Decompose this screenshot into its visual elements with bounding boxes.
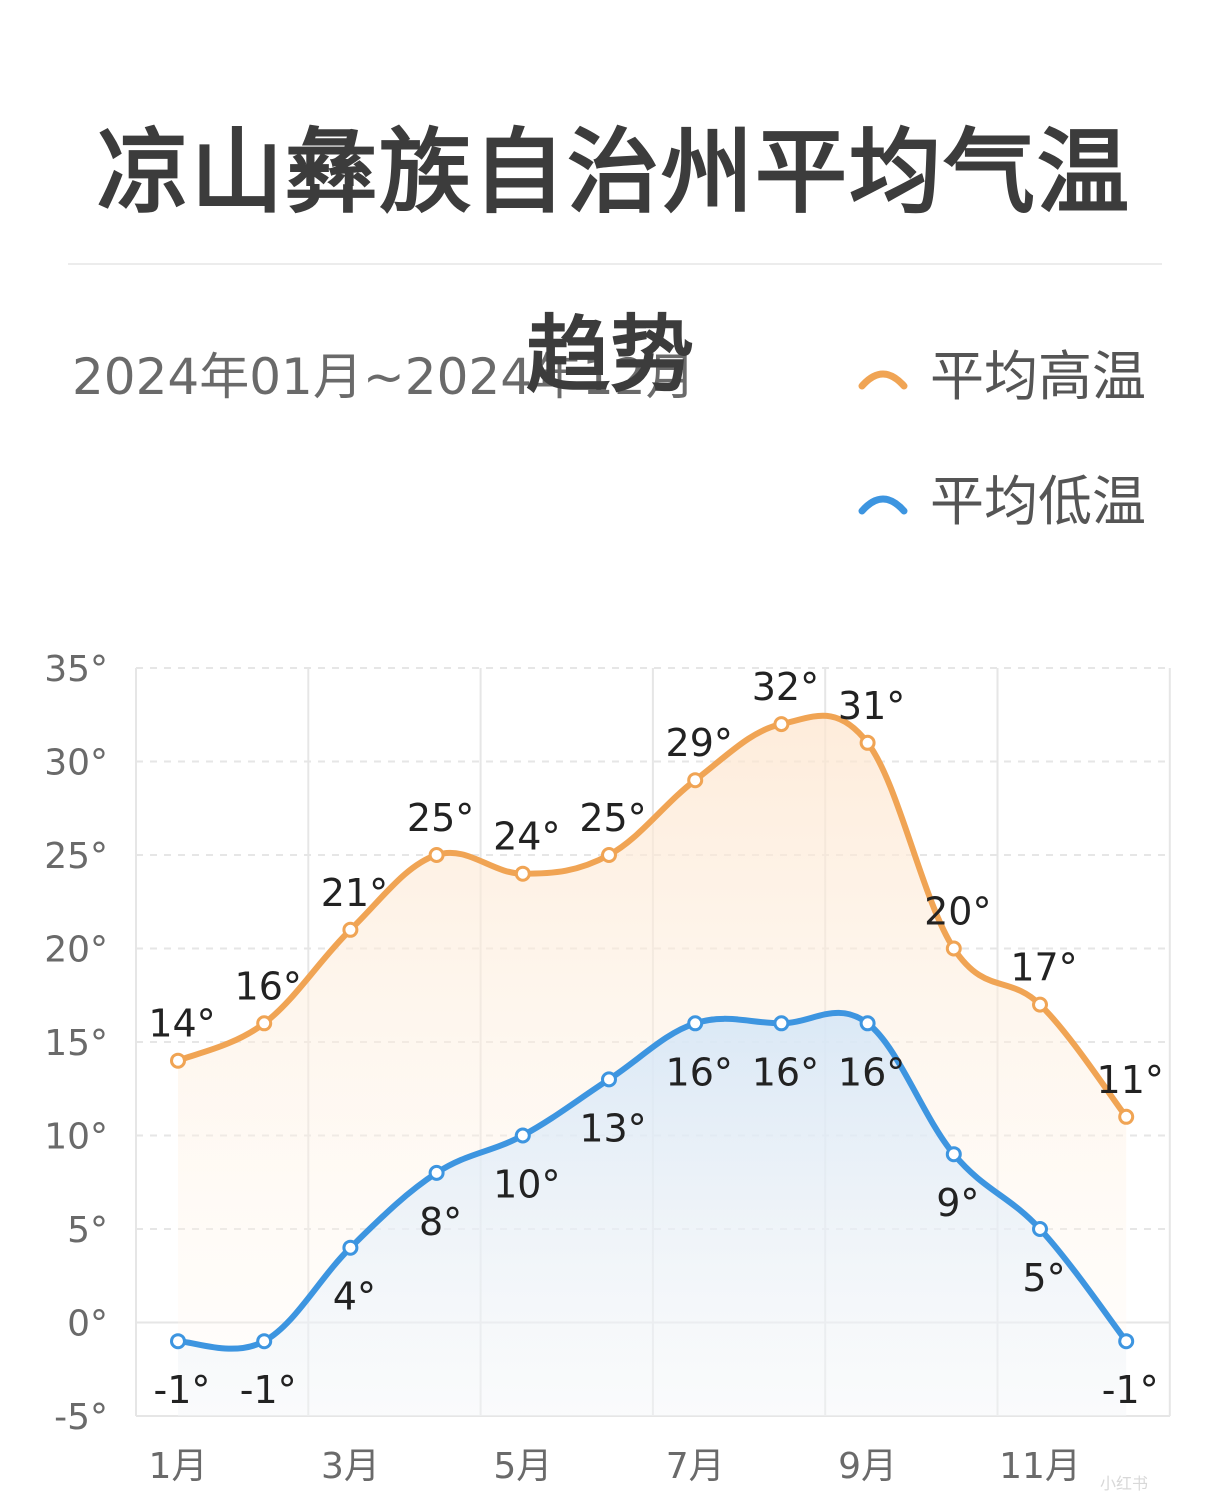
y-tick-label: 25° — [44, 836, 108, 877]
data-point-low — [342, 1239, 359, 1256]
data-label-low: 8° — [419, 1200, 462, 1244]
area-low — [178, 1012, 1127, 1416]
data-point-high — [601, 847, 617, 863]
data-label-low: 16° — [838, 1050, 905, 1094]
y-tick-label: 10° — [44, 1117, 108, 1158]
data-point-low — [773, 1015, 790, 1032]
data-label-high: 21° — [321, 871, 388, 915]
y-tick-label: 35° — [44, 649, 108, 690]
data-point-high — [1032, 996, 1048, 1013]
y-tick-label: 5° — [67, 1210, 108, 1251]
data-point-low — [256, 1333, 273, 1350]
legend-low-icon — [858, 495, 908, 515]
series-line-low — [175, 1009, 1130, 1352]
data-label-low: 10° — [493, 1163, 560, 1207]
data-point-low — [428, 1164, 445, 1181]
data-label-high: 20° — [924, 890, 991, 934]
data-point-high — [514, 865, 531, 882]
data-label-low: 16° — [666, 1050, 733, 1094]
data-label-high: 31° — [838, 684, 905, 728]
y-tick-label: 0° — [67, 1304, 108, 1345]
y-tick-label: 30° — [44, 743, 108, 784]
chart-title-line2: 趋势 — [525, 306, 694, 404]
data-label-low: 9° — [936, 1181, 979, 1225]
date-range: 2024年01月~2024年12月 — [72, 348, 696, 406]
y-tick-label: -5° — [54, 1397, 108, 1438]
data-point-high — [256, 1015, 273, 1032]
data-label-low: -1° — [240, 1368, 297, 1412]
data-point-low — [945, 1146, 962, 1163]
x-tick-label: 5月 — [493, 1446, 552, 1487]
data-label-high: 25° — [407, 796, 474, 840]
data-label-high: 17° — [1010, 946, 1077, 990]
watermark: 小红书 — [1100, 1474, 1149, 1493]
data-point-high — [428, 847, 445, 863]
data-point-low — [1032, 1221, 1048, 1237]
data-label-low: -1° — [154, 1368, 211, 1412]
title-divider — [68, 263, 1162, 265]
data-point-low — [687, 1015, 704, 1032]
data-point-low — [601, 1071, 617, 1088]
data-point-high — [773, 716, 790, 733]
x-tick-label: 3月 — [321, 1446, 380, 1487]
data-label-low: 13° — [579, 1106, 646, 1150]
y-tick-label: 15° — [44, 1023, 108, 1064]
data-label-high: 14° — [148, 1002, 215, 1046]
data-label-high: 25° — [579, 796, 646, 840]
data-label-low: 4° — [333, 1275, 376, 1319]
data-point-low — [859, 1015, 876, 1032]
data-point-high — [342, 921, 359, 938]
legend-high-icon — [858, 370, 908, 390]
data-point-high — [859, 734, 876, 751]
legend-low[interactable]: 平均低温 — [858, 470, 1146, 534]
data-point-high — [687, 772, 704, 789]
x-tick-label: 1月 — [149, 1446, 208, 1487]
data-label-low: 5° — [1022, 1256, 1065, 1300]
data-label-high: 16° — [235, 964, 302, 1008]
data-label-high: 24° — [493, 815, 560, 859]
data-label-high: 11° — [1097, 1058, 1164, 1102]
data-label-high: 32° — [752, 665, 819, 709]
data-point-high — [170, 1052, 186, 1069]
y-tick-label: 20° — [44, 930, 108, 971]
chart-title: 凉山彝族自治州平均气温 — [96, 119, 1131, 226]
legend-low-label: 平均低温 — [930, 470, 1146, 533]
data-point-low — [170, 1333, 186, 1350]
data-point-high — [1118, 1108, 1135, 1125]
data-label-high: 29° — [666, 721, 733, 765]
data-point-high — [945, 940, 962, 957]
data-point-low — [1118, 1333, 1135, 1350]
x-tick-label: 9月 — [838, 1446, 897, 1487]
data-point-low — [514, 1127, 531, 1144]
x-tick-label: 7月 — [666, 1446, 725, 1487]
x-tick-label: 11月 — [999, 1446, 1081, 1487]
legend-high-label: 平均高温 — [930, 345, 1146, 408]
legend-high[interactable]: 平均高温 — [858, 345, 1146, 409]
data-label-low: 16° — [752, 1050, 819, 1094]
data-label-low: -1° — [1102, 1368, 1159, 1412]
